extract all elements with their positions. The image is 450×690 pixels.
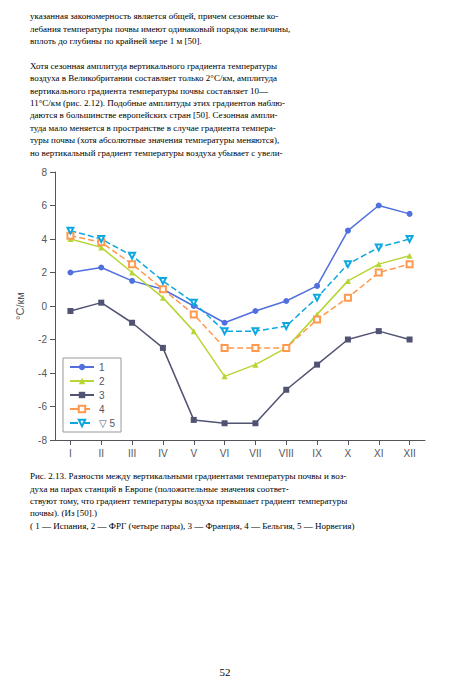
svg-text:туда мало меняется в пространс: туда мало меняется в пространстве в случ… <box>30 123 276 133</box>
svg-text:-8: -8 <box>38 435 47 446</box>
svg-text:8: 8 <box>41 167 47 178</box>
svg-text:III: III <box>128 448 136 459</box>
svg-text:-4: -4 <box>38 368 47 379</box>
svg-text:указанная закономерность являе: указанная закономерность является общей,… <box>30 11 278 21</box>
svg-text:почвы). (Из [50].): почвы). (Из [50].) <box>30 508 97 518</box>
svg-text:2: 2 <box>99 376 105 387</box>
svg-text:-2: -2 <box>38 334 47 345</box>
svg-text:лебания температуры почвы имею: лебания температуры почвы имеют одинаков… <box>30 24 290 34</box>
svg-text:X: X <box>345 448 352 459</box>
svg-text:11°С/км (рис. 2.12). Подобные: 11°С/км (рис. 2.12). Подобные амплитуды … <box>30 98 285 108</box>
svg-text:I: I <box>69 448 72 459</box>
svg-text:0: 0 <box>41 301 47 312</box>
svg-text:V: V <box>190 448 197 459</box>
svg-text:VIII: VIII <box>279 448 294 459</box>
svg-text:4: 4 <box>41 234 47 245</box>
svg-text:3: 3 <box>99 390 105 401</box>
svg-text:но вертикальный градиент темпе: но вертикальный градиент температуры воз… <box>30 148 282 158</box>
svg-text:IX: IX <box>312 448 322 459</box>
svg-text:ствуют тому, что градиент темп: ствуют тому, что градиент температуры во… <box>30 496 347 506</box>
svg-text:воздуха в Великобритании соста: воздуха в Великобритании составляет толь… <box>30 73 277 83</box>
svg-text:вертикального градиента темпер: вертикального градиента температуры почв… <box>30 86 269 96</box>
svg-text:XI: XI <box>374 448 383 459</box>
svg-text:52: 52 <box>220 666 231 678</box>
svg-text:2: 2 <box>41 267 47 278</box>
svg-text:( 1 — Испания, 2 — ФРГ (четыре: ( 1 — Испания, 2 — ФРГ (четыре пары), 3 … <box>30 521 354 531</box>
svg-text:туры почвы (хотя абсолютные зн: туры почвы (хотя абсолютные значения тем… <box>30 135 279 145</box>
svg-text:6: 6 <box>41 200 47 211</box>
svg-text:Рис. 2.13. Разности между верт: Рис. 2.13. Разности между вертикальными … <box>30 471 346 481</box>
svg-text:XII: XII <box>403 448 415 459</box>
svg-text:4: 4 <box>99 404 105 415</box>
svg-text:II: II <box>98 448 104 459</box>
svg-text:-6: -6 <box>38 401 47 412</box>
svg-text:▽ 5: ▽ 5 <box>99 418 115 429</box>
svg-text:VI: VI <box>220 448 229 459</box>
svg-text:VII: VII <box>249 448 261 459</box>
svg-text:1: 1 <box>99 362 105 373</box>
svg-text:вплоть до глубины по крайней м: вплоть до глубины по крайней мере 1 м [5… <box>30 36 202 46</box>
svg-text:Хотя сезонная амплитуда вертик: Хотя сезонная амплитуда вертикального гр… <box>30 61 277 71</box>
svg-text:даются в большинстве европейск: даются в большинстве европейских стран [… <box>30 110 278 120</box>
svg-text:IV: IV <box>158 448 168 459</box>
svg-text:духа на парах станций в Европе: духа на парах станций в Европе (положите… <box>30 484 289 494</box>
svg-text:°C/км: °C/км <box>14 292 26 320</box>
